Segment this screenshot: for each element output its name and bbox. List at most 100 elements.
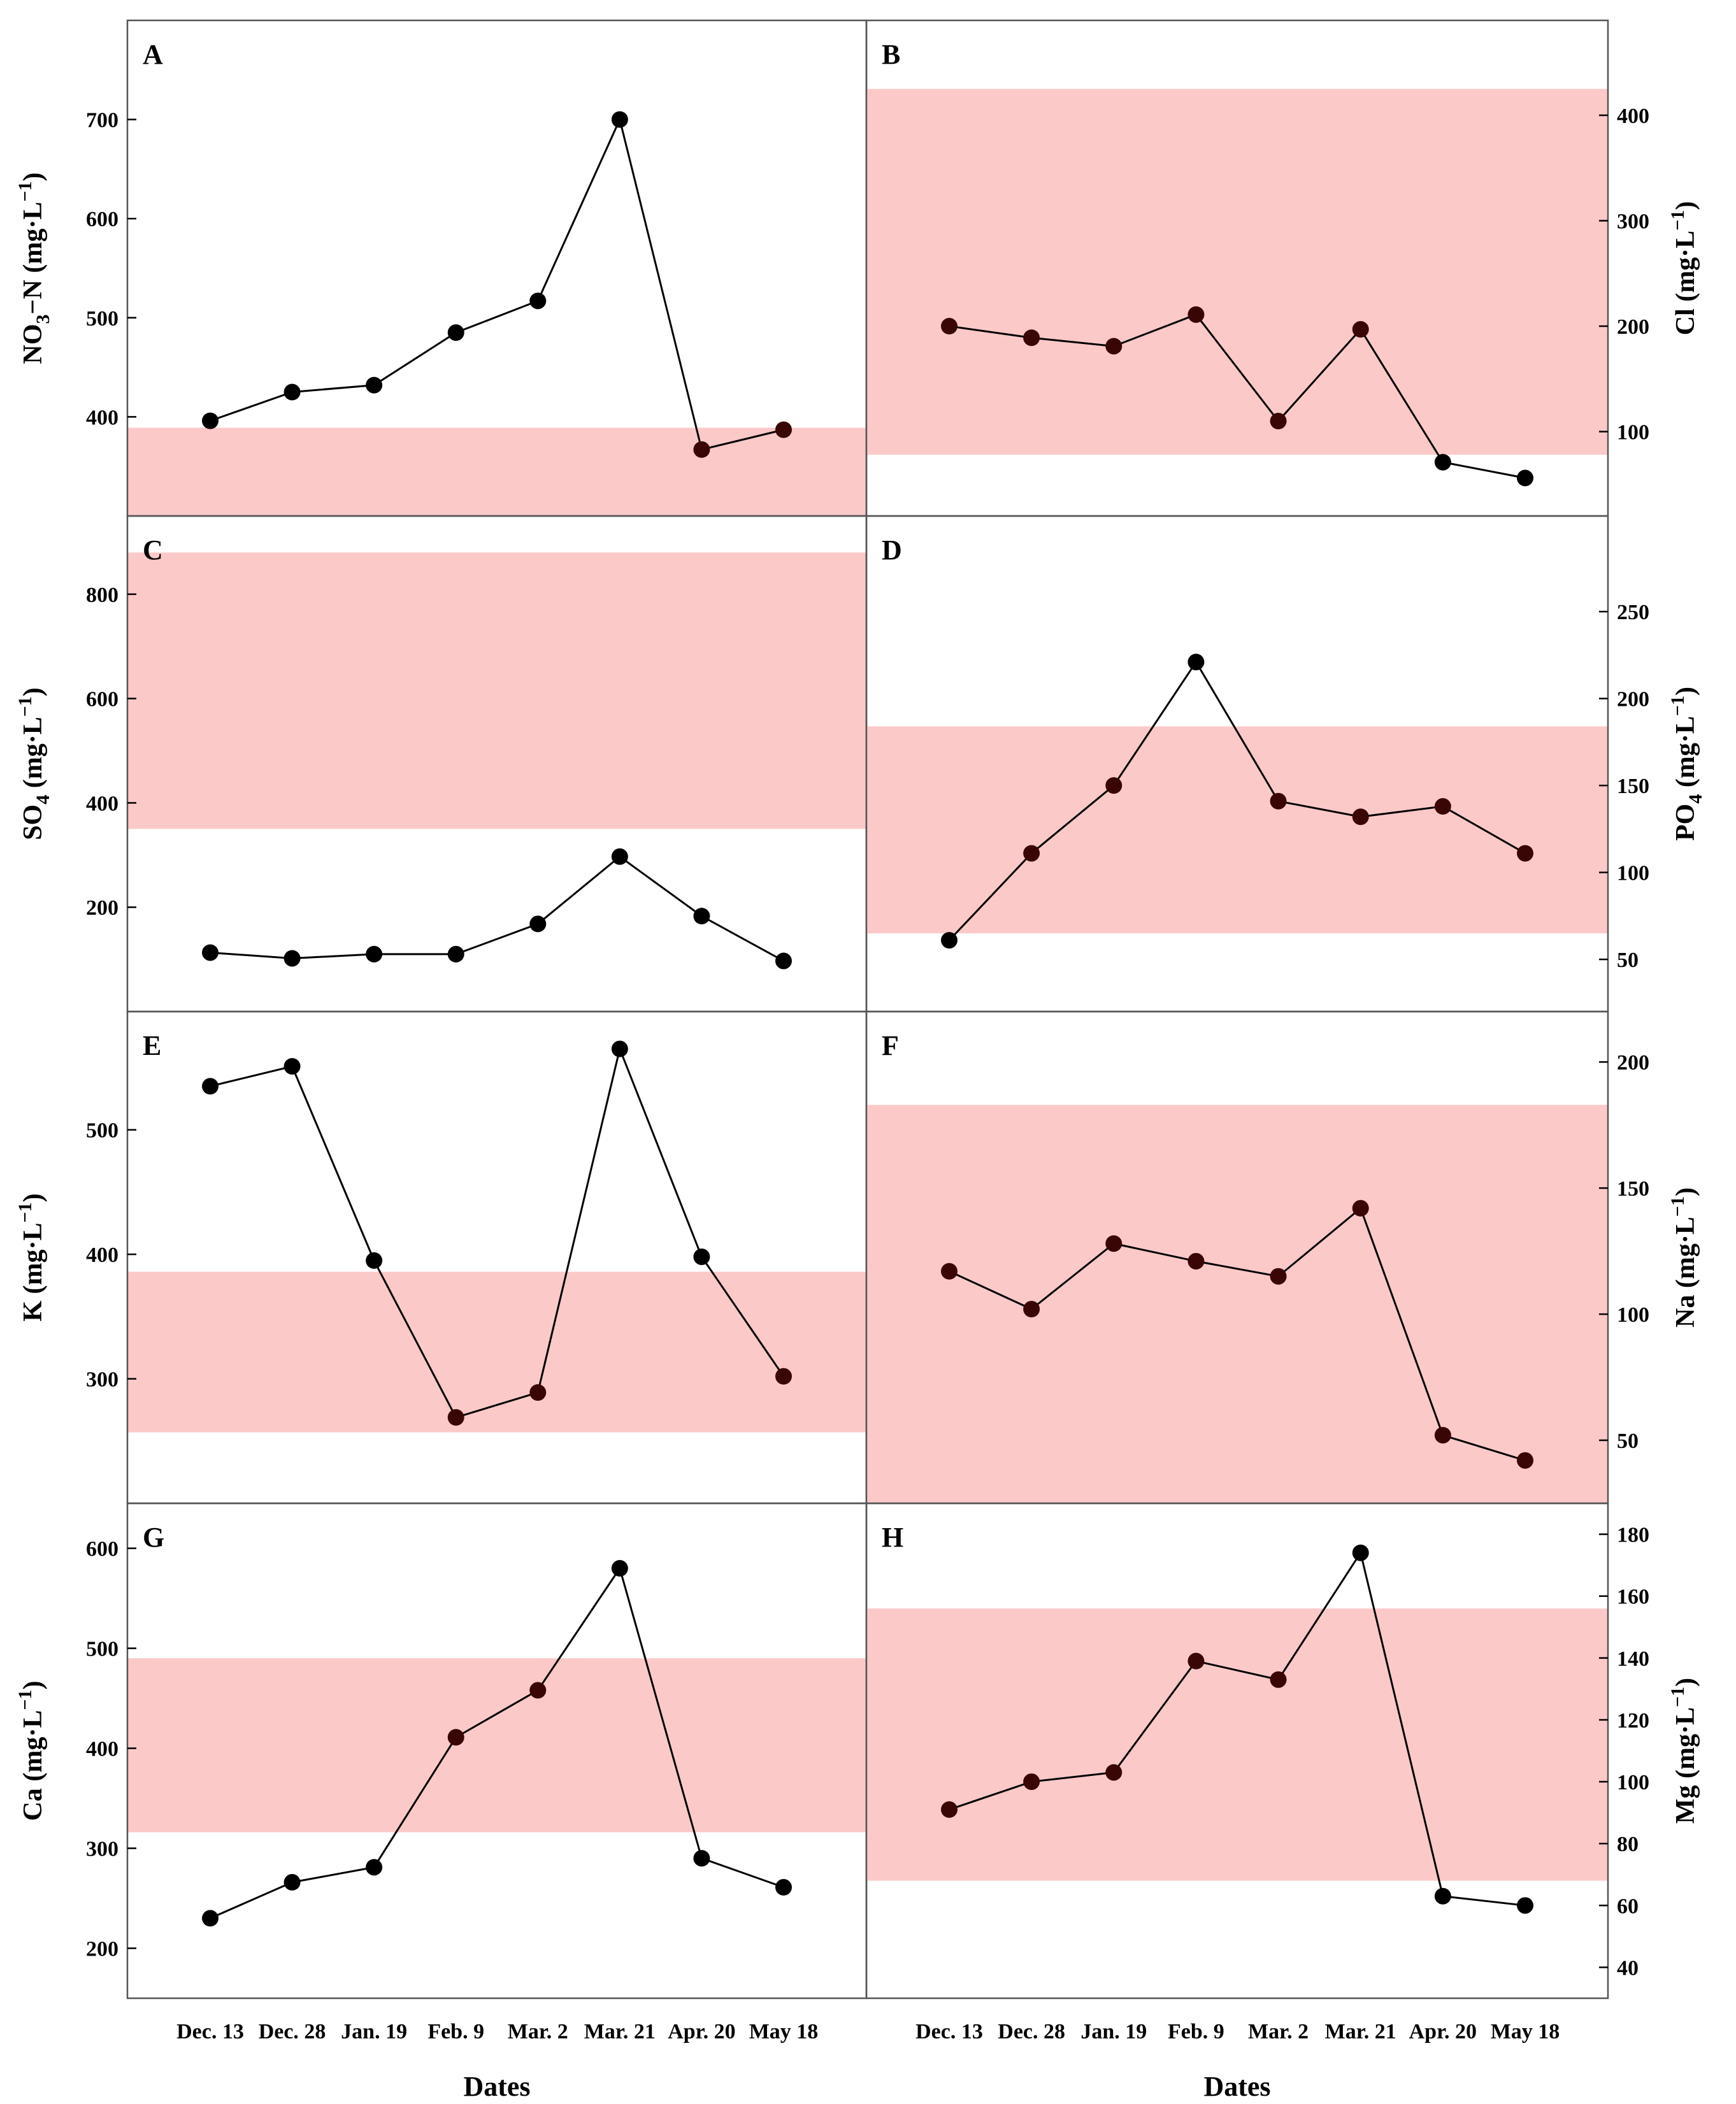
data-point-g xyxy=(447,1729,464,1746)
data-point-b xyxy=(1434,454,1451,471)
data-point-h xyxy=(1187,1652,1205,1670)
panel-letter-f: F xyxy=(882,1030,899,1061)
data-point-e xyxy=(202,1078,219,1095)
panel-letter-d: D xyxy=(882,534,902,566)
data-point-b xyxy=(1270,413,1287,430)
reference-band-a xyxy=(127,427,866,516)
y-axis-title-b: Cl (mg·L−1) xyxy=(1667,201,1700,336)
data-point-d xyxy=(1105,777,1123,794)
panel-a: 400 500 600 700 A NO3−N (mg·L−1) xyxy=(15,19,868,517)
data-point-h xyxy=(1352,1544,1369,1561)
x-tick-label: Dec. 13 xyxy=(915,2020,983,2043)
x-axis-ticks: Dec. 13 Dec. 28 Jan. 19 Feb. 9 Mar. 2 Mar. 21… xyxy=(176,2020,1560,2043)
y-tick-label-g: 200 xyxy=(86,1938,118,1961)
y-tick-label-a: 400 xyxy=(86,406,118,429)
y-tick-label-h: 100 xyxy=(1617,1771,1649,1794)
y-tick-label-a: 500 xyxy=(86,307,118,331)
x-tick-label: May 18 xyxy=(749,2020,819,2043)
panel-c: 200 400 600 800 C SO4 (mg·L−1) xyxy=(15,515,868,1013)
panel-letter-h: H xyxy=(882,1522,903,1553)
data-point-g xyxy=(529,1682,547,1699)
y-tick-label-c: 200 xyxy=(86,896,118,920)
panel-b: 100 200 300 400 B Cl (mg·L−1) xyxy=(865,19,1700,517)
reference-band-e xyxy=(127,1271,866,1433)
x-tick-label: Dec. 28 xyxy=(259,2020,326,2043)
reference-band-b xyxy=(866,89,1608,455)
data-point-f xyxy=(1105,1235,1123,1252)
data-point-c xyxy=(283,950,301,967)
y-axis-title-f: Na (mg·L−1) xyxy=(1667,1187,1700,1328)
data-point-d xyxy=(1023,845,1040,862)
y-tick-label-d: 50 xyxy=(1617,948,1639,972)
x-axis-title-right: Dates xyxy=(1203,2071,1270,2102)
x-tick-label: Dec. 13 xyxy=(176,2020,244,2043)
series-line-e xyxy=(210,1045,785,1419)
x-tick-label: Jan. 19 xyxy=(341,2020,407,2043)
x-tick-label: Mar. 2 xyxy=(1248,2020,1309,2043)
data-point-g xyxy=(202,1910,219,1927)
y-tick-label-h: 60 xyxy=(1617,1894,1639,1918)
y-tick-label-e: 300 xyxy=(86,1368,118,1392)
panel-letter-g: G xyxy=(143,1522,164,1553)
data-point-h xyxy=(1434,1887,1451,1905)
x-tick-label: Dec. 28 xyxy=(998,2020,1065,2043)
x-tick-label: Feb. 9 xyxy=(427,2020,484,2043)
y-tick-label-g: 300 xyxy=(86,1838,118,1861)
series-line-b xyxy=(949,313,1526,479)
data-point-f xyxy=(1434,1427,1451,1444)
reference-band-g xyxy=(127,1658,866,1833)
data-point-b xyxy=(1187,306,1205,323)
data-point-h xyxy=(1270,1671,1287,1688)
y-tick-label-c: 400 xyxy=(86,792,118,815)
x-axis-title-left: Dates xyxy=(463,2071,530,2102)
data-point-c xyxy=(529,915,547,933)
data-point-d xyxy=(1517,845,1533,862)
panel-d: 50 100 150 200 250 D PO4 (mg·L−1) xyxy=(865,515,1706,1013)
reference-band-f xyxy=(866,1105,1608,1503)
data-point-a xyxy=(529,292,547,310)
y-axis-title-h: Mg (mg·L−1) xyxy=(1667,1678,1700,1824)
data-point-d xyxy=(941,932,958,949)
panels: 400 500 600 700 A NO3−N (mg·L−1) 100 200 300 400 B… xyxy=(15,19,1706,2000)
y-tick-label-d: 100 xyxy=(1617,862,1649,885)
y-axis-title-g: Ca (mg·L−1) xyxy=(15,1681,48,1821)
data-point-d xyxy=(1270,792,1287,810)
reference-band-c xyxy=(127,552,866,829)
data-point-h xyxy=(1023,1773,1040,1791)
data-point-b xyxy=(1517,469,1533,487)
y-tick-label-a: 700 xyxy=(86,109,118,132)
y-tick-label-h: 160 xyxy=(1617,1585,1649,1609)
data-point-c xyxy=(611,848,628,865)
data-point-a xyxy=(366,376,383,394)
x-tick-label: Feb. 9 xyxy=(1168,2020,1224,2043)
reference-band-d xyxy=(866,726,1608,934)
y-tick-label-f: 100 xyxy=(1617,1303,1649,1327)
y-tick-label-d: 150 xyxy=(1617,775,1649,798)
data-point-f xyxy=(1270,1268,1287,1285)
data-point-f xyxy=(1023,1301,1040,1318)
y-tick-label-h: 180 xyxy=(1617,1524,1649,1547)
series-line-d xyxy=(948,660,1526,941)
y-tick-label-f: 150 xyxy=(1617,1177,1649,1201)
series-line-g xyxy=(210,1566,784,1919)
y-tick-label-h: 40 xyxy=(1617,1956,1639,1980)
data-point-f xyxy=(941,1263,958,1280)
data-point-d xyxy=(1352,808,1369,826)
data-point-g xyxy=(366,1859,383,1876)
data-point-f xyxy=(1517,1452,1533,1469)
data-point-a xyxy=(611,111,628,128)
data-point-g xyxy=(611,1560,628,1577)
series-line-c xyxy=(210,855,784,962)
data-point-b xyxy=(1352,321,1369,338)
data-point-e xyxy=(447,1409,464,1426)
y-axis-title-a: NO3−N (mg·L−1) xyxy=(15,173,54,364)
data-point-f xyxy=(1187,1252,1205,1270)
y-tick-label-f: 200 xyxy=(1617,1051,1649,1075)
data-point-b xyxy=(1105,338,1123,355)
y-tick-label-e: 500 xyxy=(86,1119,118,1143)
data-point-a xyxy=(447,324,464,341)
data-point-e xyxy=(611,1040,628,1057)
series-line-f xyxy=(949,1206,1526,1462)
data-point-c xyxy=(693,908,710,925)
